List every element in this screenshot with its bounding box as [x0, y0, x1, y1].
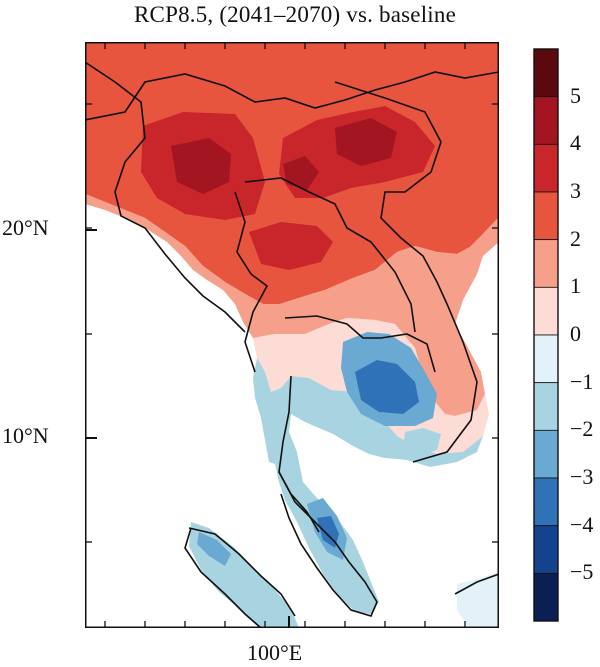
border-myanmar-thai — [234, 191, 269, 373]
land-coast-salmon — [85, 194, 499, 416]
colorbar-level-2 — [533, 143, 559, 193]
colorbar-tick-label: 5 — [570, 82, 581, 108]
colorbar-level-1 — [533, 96, 559, 145]
colorbar-level-4 — [533, 239, 559, 288]
border-china — [85, 71, 499, 121]
colorbar-level-9 — [533, 477, 559, 527]
colorbar-tick-label: 0 — [570, 321, 581, 346]
colorbar-tick-label: 4 — [570, 130, 581, 156]
colorbar-level-7 — [533, 382, 559, 431]
colorbar-tick-label: −1 — [570, 368, 594, 394]
colorbar-level-3 — [533, 191, 559, 241]
border-thai-cambodia — [284, 315, 436, 373]
colorbar-tick-label: −5 — [570, 559, 594, 585]
hotspot-thai-north — [249, 222, 333, 270]
border-sumatra — [184, 527, 296, 628]
hotspot-core-mid — [283, 156, 319, 190]
land-sumatra-core — [197, 532, 231, 566]
colorbar-tick-label: 2 — [570, 225, 581, 251]
border-malay-peninsula — [278, 471, 378, 617]
land-borneo-tip — [457, 572, 499, 628]
colorbar — [533, 48, 559, 622]
colorbar-level-6 — [533, 334, 559, 384]
colorbar-level-11 — [533, 572, 559, 622]
border-laos — [244, 177, 416, 333]
colorbar-level-10 — [533, 525, 559, 574]
colorbar-tick-label: 3 — [570, 178, 581, 203]
hotspot-core-west — [171, 138, 231, 194]
colorbar-levels — [533, 48, 559, 622]
border-myanmar-west — [85, 61, 246, 333]
colorbar-tick-label: −2 — [570, 416, 594, 442]
colorbar-level-8 — [533, 429, 559, 479]
map-canvas — [85, 42, 499, 628]
map-panel — [85, 42, 499, 628]
colorbar-frame — [533, 48, 559, 622]
border-vietnam — [334, 81, 478, 463]
hotspot-core-east — [335, 118, 397, 166]
lat-label-20n: 20°N — [2, 215, 49, 240]
land-fill — [85, 42, 499, 628]
colorbar-tick-label: −3 — [570, 464, 594, 489]
chart-title: RCP8.5, (2041–2070) vs. baseline — [134, 2, 456, 27]
colorbar-level-5 — [533, 286, 559, 336]
colorbar-tick-label: 1 — [570, 273, 581, 299]
land-vietnam-south — [403, 428, 441, 456]
colorbar-level-0 — [533, 48, 559, 98]
map-border — [85, 42, 499, 628]
lon-label-100e: 100°E — [247, 640, 303, 665]
colorbar-tick-label: −4 — [570, 511, 594, 537]
lat-label-10n: 10°N — [2, 423, 49, 448]
land-cambodia-core — [355, 360, 419, 414]
border-borneo — [454, 573, 499, 595]
axis-ticks — [85, 42, 499, 628]
country-borders — [85, 61, 499, 628]
